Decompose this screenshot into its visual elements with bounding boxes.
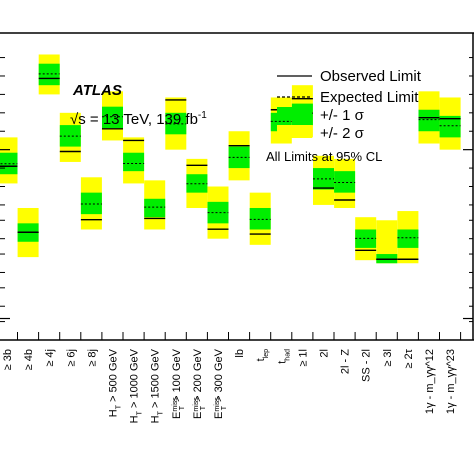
- category-19: [397, 211, 419, 264]
- category-1: [17, 207, 39, 258]
- category-5: [102, 91, 123, 141]
- band-1sigma: [313, 168, 334, 190]
- category-4: [80, 177, 102, 230]
- category-label: EmissT > 200 GeV: [192, 348, 207, 419]
- category-20: [418, 91, 440, 144]
- category-8: [165, 97, 187, 150]
- energy-label: √s = 13 TeV, 139 fb: [70, 111, 198, 128]
- experiment-label: ATLAS: [72, 82, 122, 99]
- category-6: [123, 137, 145, 184]
- category-18: [376, 220, 398, 264]
- band-1sigma: [355, 229, 377, 248]
- band-1sigma: [165, 112, 187, 135]
- category-label: ≥ 2τ: [403, 348, 415, 368]
- category-17: [355, 217, 377, 261]
- category-label: 2l - Z: [340, 349, 352, 374]
- band-1sigma: [439, 115, 461, 138]
- category-15: [313, 155, 334, 205]
- category-11: [228, 131, 250, 181]
- category-label: 1γ - m_γγ^12: [424, 349, 436, 414]
- band-1sigma: [397, 229, 419, 248]
- energy-lumi-label: √s = 13 TeV, 139 fb-1: [70, 110, 207, 128]
- band-1sigma: [207, 201, 229, 224]
- band-1sigma: [102, 106, 123, 129]
- category-label: ≥ 8j: [86, 349, 98, 367]
- category-0: [0, 137, 18, 184]
- legend-2sigma-label: +/- 2 σ: [320, 125, 365, 142]
- band-1sigma: [334, 171, 356, 193]
- category-label: 2l: [319, 349, 331, 358]
- legend-observed-label: Observed Limit: [320, 68, 422, 85]
- category-label: ≥ 4j: [44, 349, 56, 367]
- category-12: [249, 192, 271, 245]
- band-1sigma: [418, 109, 440, 132]
- category-2: [38, 54, 60, 95]
- category-label: HT > 500 GeV: [108, 348, 123, 417]
- band-1sigma: [228, 146, 250, 169]
- band-1sigma: [249, 207, 271, 230]
- category-label: SS - 2l: [361, 349, 373, 382]
- category-label: EmissT > 100 GeV: [171, 348, 186, 419]
- band-1sigma: [144, 198, 166, 218]
- legend: Observed Limit Expected Limit +/- 1 σ +/…: [277, 68, 422, 142]
- confidence-note: All Limits at 95% CL: [266, 149, 382, 164]
- category-21: [439, 97, 461, 150]
- band-1sigma: [186, 174, 208, 193]
- band-1sigma: [80, 192, 102, 215]
- category-label: EmissT > 300 GeV: [213, 348, 228, 419]
- category-labels: ≥ 3b ≥ 4b ≥ 4j ≥ 6j ≥ 8j HT > 500 GeV HT > 100…: [2, 348, 457, 423]
- band-1sigma: [59, 125, 81, 147]
- category-label: lb: [234, 349, 246, 358]
- bands-layer: [0, 54, 461, 264]
- y-tick-marks: [0, 57, 473, 341]
- category-label: ≥ 4b: [23, 349, 35, 370]
- lumi-exponent: -1: [198, 110, 207, 121]
- category-9: [186, 158, 208, 208]
- category-10: [207, 186, 229, 239]
- category-label: ≥ 3l: [382, 349, 394, 367]
- category-label: 1γ - m_γγ^23: [445, 349, 457, 414]
- category-label: HT > 1500 GeV: [150, 348, 165, 423]
- band-1sigma: [38, 63, 60, 86]
- category-16: [334, 158, 356, 208]
- band-1sigma: [123, 152, 145, 172]
- category-label: ≥ 1l: [297, 349, 309, 367]
- legend-expected-label: Expected Limit: [320, 89, 419, 106]
- category-label: ≥ 6j: [65, 349, 77, 367]
- legend-1sigma-label: +/- 1 σ: [320, 107, 365, 124]
- category-label: HT > 1000 GeV: [129, 348, 144, 423]
- category-3: [59, 112, 81, 162]
- category-7: [144, 180, 166, 230]
- band-2sigma: [376, 220, 398, 264]
- legend-2sigma-swatch: [277, 125, 312, 138]
- legend-1sigma-swatch: [277, 107, 312, 120]
- category-label: ≥ 3b: [2, 349, 14, 370]
